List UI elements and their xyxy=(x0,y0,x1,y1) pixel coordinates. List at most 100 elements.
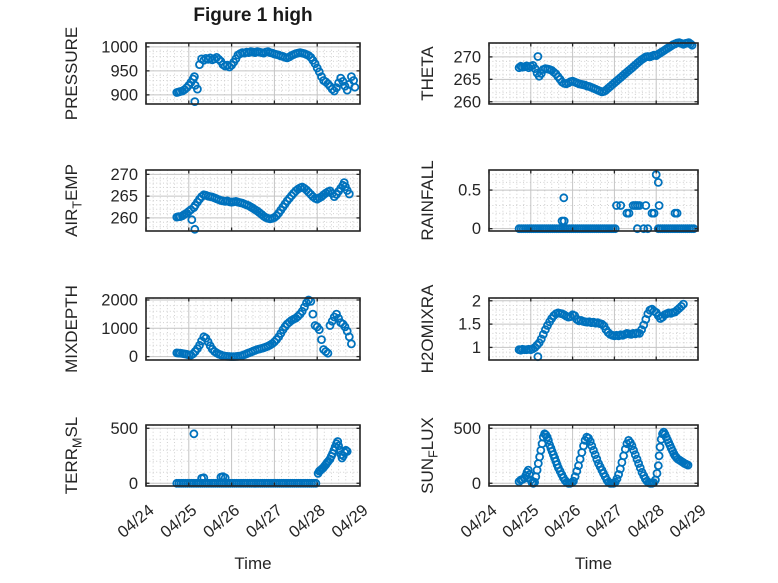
data-point xyxy=(612,474,622,484)
axes-box xyxy=(488,297,699,361)
data-point xyxy=(346,339,356,349)
data-point xyxy=(269,337,279,347)
data-point xyxy=(332,309,341,319)
data-point xyxy=(334,313,344,323)
data-point xyxy=(530,64,540,73)
data-point xyxy=(187,215,197,225)
data-point xyxy=(299,302,309,312)
data-point xyxy=(350,82,360,92)
data-markers xyxy=(172,295,356,362)
data-point xyxy=(314,67,324,77)
subplot-mixdepth: 0 1000 2000 MIXDEPTH xyxy=(62,285,361,373)
data-point xyxy=(620,444,630,454)
y-tick-label: 500 xyxy=(110,420,138,438)
data-point xyxy=(189,72,199,81)
data-point xyxy=(327,84,337,94)
data-point xyxy=(523,465,533,475)
data-point xyxy=(536,334,546,344)
subplot-h2omixra: 1 1.5 2 H2OMIXRA xyxy=(418,284,699,373)
y-axis-label: RAINFALL xyxy=(418,160,437,240)
data-point xyxy=(635,463,645,473)
subplot-air_temp: 260 265 270 AIRTEMP xyxy=(62,164,361,237)
axes-box xyxy=(145,42,361,105)
data-point xyxy=(652,468,662,478)
data-point xyxy=(654,451,664,461)
data-point xyxy=(629,445,638,455)
x-tick-label: 04/26 xyxy=(200,501,243,541)
data-point xyxy=(686,39,695,49)
data-point xyxy=(639,224,649,234)
data-point xyxy=(325,321,335,330)
y-tick-label: 950 xyxy=(110,62,138,80)
data-point xyxy=(687,40,697,50)
y-tick-label: 1.5 xyxy=(458,316,481,334)
data-point xyxy=(614,470,623,479)
data-point xyxy=(538,329,548,339)
data-point xyxy=(541,325,550,335)
data-point xyxy=(610,224,620,234)
data-point xyxy=(544,435,553,445)
y-tick-label: 265 xyxy=(453,71,481,89)
data-point xyxy=(683,460,693,470)
axes-box xyxy=(145,169,361,232)
data-point xyxy=(333,437,343,446)
y-tick-label: 1 xyxy=(472,339,481,357)
data-point xyxy=(649,208,659,218)
data-point xyxy=(214,54,224,64)
data-point xyxy=(342,446,352,456)
y-tick-label: 260 xyxy=(453,93,481,111)
data-markers xyxy=(514,299,688,362)
y-axis-label: MIXDEPTH xyxy=(62,285,81,373)
data-point xyxy=(569,476,578,486)
data-point xyxy=(641,201,651,210)
data-point xyxy=(570,472,580,482)
data-point xyxy=(632,454,642,464)
axes-box xyxy=(145,297,361,361)
data-point xyxy=(655,442,665,452)
y-axis-label: AIRTEMP xyxy=(62,164,85,237)
data-point xyxy=(637,325,646,335)
x-tick-label: 04/28 xyxy=(625,501,668,541)
y-axis-label: H2OMIXRA xyxy=(418,284,437,373)
data-point xyxy=(220,473,230,483)
data-markers xyxy=(514,170,699,234)
y-tick-label: 260 xyxy=(110,209,138,227)
data-point xyxy=(195,340,204,350)
data-point xyxy=(672,208,682,218)
y-axis-label: SUNFLUX xyxy=(418,417,441,494)
data-markers xyxy=(172,178,354,234)
axes-box xyxy=(488,424,699,487)
data-point xyxy=(572,466,582,476)
x-tick-label: 04/27 xyxy=(583,501,626,541)
data-point xyxy=(559,193,569,203)
data-point xyxy=(587,441,597,451)
data-point xyxy=(189,429,199,439)
y-tick-label: 0 xyxy=(129,475,138,493)
data-point xyxy=(679,299,688,309)
data-point xyxy=(616,201,626,210)
y-axis-label: TERRMSL xyxy=(62,417,85,495)
data-point xyxy=(612,201,621,210)
data-point xyxy=(323,348,333,358)
data-point xyxy=(590,450,600,460)
data-point xyxy=(634,459,643,468)
data-point xyxy=(188,349,198,359)
data-point xyxy=(559,216,569,226)
y-tick-label: 2000 xyxy=(101,291,138,309)
data-point xyxy=(597,319,607,329)
data-point xyxy=(592,454,602,464)
y-tick-label: 1000 xyxy=(101,320,138,338)
data-point xyxy=(310,59,320,69)
x-tick-label: 04/25 xyxy=(499,501,542,541)
data-markers xyxy=(514,427,693,488)
y-tick-label: 2 xyxy=(472,292,481,310)
x-tick-label: 04/27 xyxy=(243,501,286,541)
y-tick-label: 270 xyxy=(110,166,138,184)
y-tick-label: 1000 xyxy=(101,38,138,56)
x-tick-label: 04/24 xyxy=(114,501,157,541)
data-point xyxy=(630,450,640,460)
x-axis-label-left: Time xyxy=(234,554,272,573)
